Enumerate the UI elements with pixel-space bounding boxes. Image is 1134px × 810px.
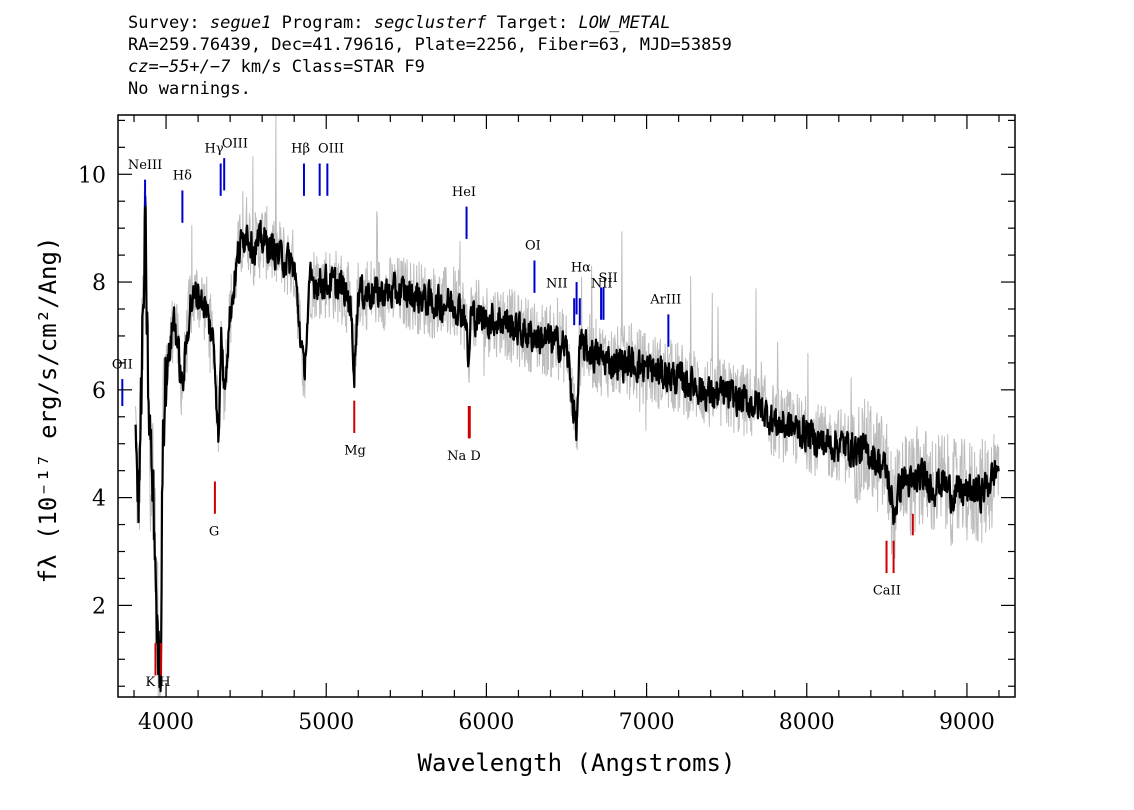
x-tick-label: 9000 (939, 710, 995, 735)
line-label: NII (546, 276, 568, 291)
flux-spectrum (134, 195, 1000, 693)
line-label: ArIII (649, 293, 681, 308)
y-tick-label: 6 (92, 379, 106, 404)
line-label: NeIII (128, 158, 162, 173)
line-label: Hβ (291, 142, 310, 157)
class-text: km/s Class=STAR F9 (230, 57, 425, 77)
y-tick-label: 8 (92, 271, 106, 296)
header-line-coords: RA=259.76439, Dec=41.79616, Plate=2256, … (128, 35, 732, 55)
line-label: NII (591, 276, 613, 291)
y-tick-label: 10 (78, 163, 106, 188)
flux-layer (134, 195, 1000, 693)
cz-value: −55+/−7 (158, 57, 231, 77)
error-spectrum (135, 114, 1000, 698)
header-line-survey: Survey: segue1 Program: segclusterf Targ… (128, 12, 732, 34)
line-label: Hγ (205, 142, 224, 157)
x-tick-label: 4000 (138, 710, 194, 735)
program-label: Program: (281, 13, 364, 33)
x-axis-title: Wavelength (Angstroms) (418, 749, 736, 777)
line-label: Hα (571, 260, 591, 275)
line-label: Mg (344, 444, 366, 459)
line-label: Hδ (173, 169, 192, 184)
survey-label: Survey: (128, 13, 200, 33)
y-axis-title: fλ (10⁻¹⁷ erg/s/cm²/Ang) (34, 237, 62, 584)
line-label: OII (112, 357, 133, 372)
x-tick-label: 5000 (298, 710, 354, 735)
line-label: OI (525, 239, 541, 254)
y-tick-label: 4 (92, 487, 106, 512)
plot-frame-rect (117, 114, 1016, 698)
plot-header: Survey: segue1 Program: segclusterf Targ… (128, 12, 732, 100)
y-tick-label: 2 (92, 594, 106, 619)
header-line-cz: cz=−55+/−7 km/s Class=STAR F9 (128, 56, 732, 78)
target-label: Target: (496, 13, 569, 33)
error-band (135, 114, 1000, 698)
x-tick-label: 8000 (779, 710, 835, 735)
line-label: K H (145, 675, 170, 690)
header-line-warnings: No warnings. (128, 79, 251, 99)
line-label: Na D (447, 449, 481, 464)
survey-value: segue1 (209, 13, 272, 33)
axis-ticks (118, 115, 1015, 697)
line-label: SII (599, 271, 618, 286)
line-label: OIII (318, 142, 344, 157)
x-tick-label: 7000 (619, 710, 675, 735)
line-label: CaII (873, 584, 901, 599)
program-value: segclusterf (373, 13, 487, 33)
x-tick-label: 6000 (458, 710, 514, 735)
axis-labels: 4000 5000 6000 7000 8000 9000 2 4 6 8 10 Wavelength… (34, 163, 995, 777)
line-label: G (209, 524, 219, 539)
target-value: LOW_METAL (578, 13, 671, 33)
plot-frame (117, 114, 1016, 698)
line-label: HeI (452, 185, 476, 200)
line-label: OIII (222, 136, 248, 151)
cz-label: cz= (128, 57, 159, 77)
